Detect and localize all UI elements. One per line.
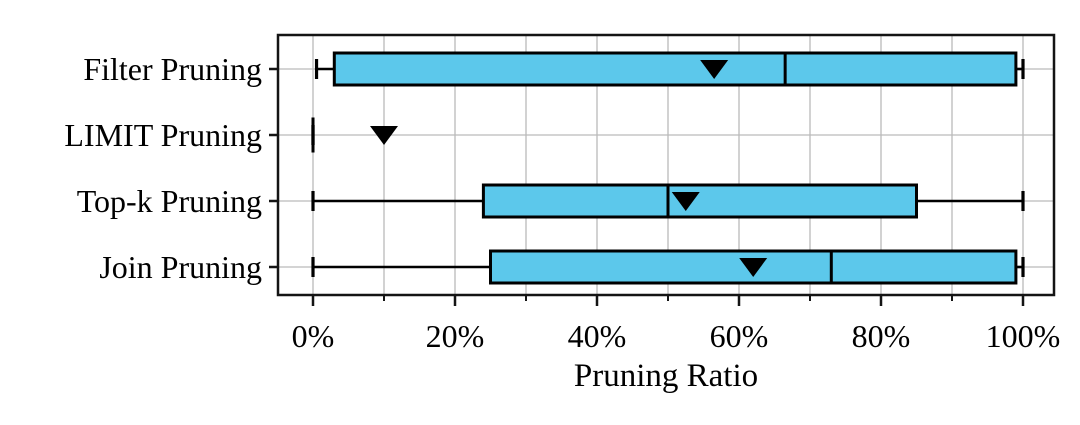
box-layer bbox=[311, 51, 1025, 285]
category-label-top-k-pruning: Top-k Pruning bbox=[77, 183, 262, 219]
x-tick-label-60: 60% bbox=[710, 318, 769, 354]
axes-spines bbox=[276, 33, 1056, 297]
category-label-filter-pruning: Filter Pruning bbox=[83, 51, 262, 87]
x-tick-label-100: 100% bbox=[986, 318, 1061, 354]
x-tick-label-0: 0% bbox=[292, 318, 335, 354]
mean-marker-limit-pruning bbox=[370, 126, 398, 145]
x-tick-label-20: 20% bbox=[426, 318, 485, 354]
category-label-join-pruning: Join Pruning bbox=[99, 249, 262, 285]
x-tick-label-80: 80% bbox=[852, 318, 911, 354]
x-axis-title: Pruning Ratio bbox=[574, 358, 758, 394]
box-top-k-pruning bbox=[481, 183, 918, 219]
category-label-limit-pruning: LIMIT Pruning bbox=[64, 117, 262, 153]
mean-marker-join-pruning bbox=[739, 258, 768, 277]
x-tick-label-40: 40% bbox=[568, 318, 627, 354]
mean-marker-filter-pruning bbox=[700, 60, 729, 79]
box-filter-pruning bbox=[332, 51, 1018, 87]
label-layer: Filter Pruning LIMIT Pruning Top-k Pruni… bbox=[64, 51, 1060, 394]
axis-layer bbox=[269, 33, 1056, 306]
mean-marker-top-k-pruning bbox=[671, 192, 700, 211]
